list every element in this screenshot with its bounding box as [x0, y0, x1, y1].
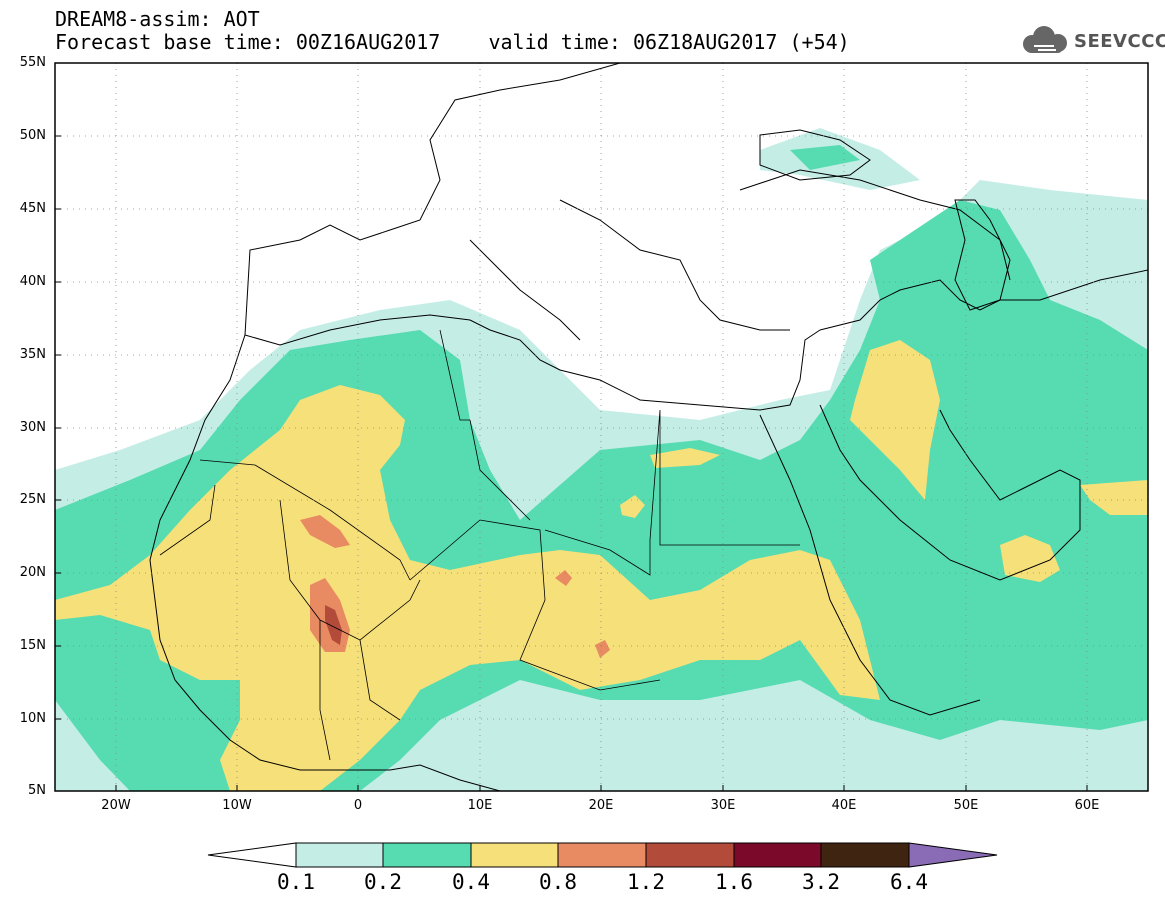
colorbar-label-1.6: 1.6 — [715, 870, 753, 894]
aot-field-0.4 — [55, 385, 880, 791]
colorbar-label-0.1: 0.1 — [277, 870, 315, 894]
colorbar-label-1.2: 1.2 — [627, 870, 665, 894]
cloud-icon — [1023, 26, 1067, 53]
logo-text: SEEVCCC — [1074, 31, 1165, 52]
colorbar-label-0.8: 0.8 — [539, 870, 577, 894]
colorbar-under-arrow — [207, 842, 297, 868]
lon-label-60e: 60E — [1074, 798, 1100, 813]
lat-label-35n: 35N — [19, 347, 46, 362]
colorbar-bin-7 — [820, 842, 910, 868]
forecast-times: Forecast base time: 00Z16AUG2017 valid t… — [55, 30, 850, 54]
lon-label-0: 0 — [353, 798, 363, 813]
lat-label-10n: 10N — [19, 711, 46, 726]
aot-field-0.8 — [300, 515, 350, 548]
colorbar-label-6.4: 6.4 — [890, 870, 928, 894]
axis-ticks — [55, 135, 1088, 791]
colorbar-label-0.4: 0.4 — [452, 870, 490, 894]
coastlines — [149, 63, 1148, 791]
colorbar-bin-1 — [295, 842, 384, 868]
colorbar-label-0.2: 0.2 — [364, 870, 402, 894]
lon-label-30e: 30E — [710, 798, 736, 813]
lon-label-10e: 10E — [467, 798, 493, 813]
colorbar-bin-5 — [645, 842, 735, 868]
colorbar-bin-6 — [733, 842, 822, 868]
graticule — [55, 63, 1148, 791]
lat-label-25n: 25N — [19, 492, 46, 507]
lat-label-50n: 50N — [19, 128, 46, 143]
lon-label-10w: 10W — [222, 798, 252, 813]
colorbar-bin-3 — [470, 842, 559, 868]
lon-label-40e: 40E — [831, 798, 857, 813]
lat-label-55n: 55N — [19, 55, 46, 70]
map-title: DREAM8-assim: AOT — [55, 7, 260, 31]
lat-label-20n: 20N — [19, 565, 46, 580]
lat-label-30n: 30N — [19, 420, 46, 435]
lon-label-20w: 20W — [101, 798, 131, 813]
colorbar-over-arrow — [908, 842, 998, 868]
colorbar-label-3.2: 3.2 — [802, 870, 840, 894]
lon-label-50e: 50E — [953, 798, 979, 813]
aot-fields — [55, 63, 1148, 791]
lat-label-5n: 5N — [28, 783, 46, 798]
lon-label-20e: 20E — [588, 798, 614, 813]
lat-label-15n: 15N — [19, 638, 46, 653]
aot-field-1.2 — [325, 605, 342, 645]
lat-label-45n: 45N — [19, 201, 46, 216]
colorbar-bin-2 — [382, 842, 472, 868]
lat-label-40n: 40N — [19, 274, 46, 289]
colorbar — [207, 842, 998, 868]
colorbar-bin-4 — [557, 842, 647, 868]
